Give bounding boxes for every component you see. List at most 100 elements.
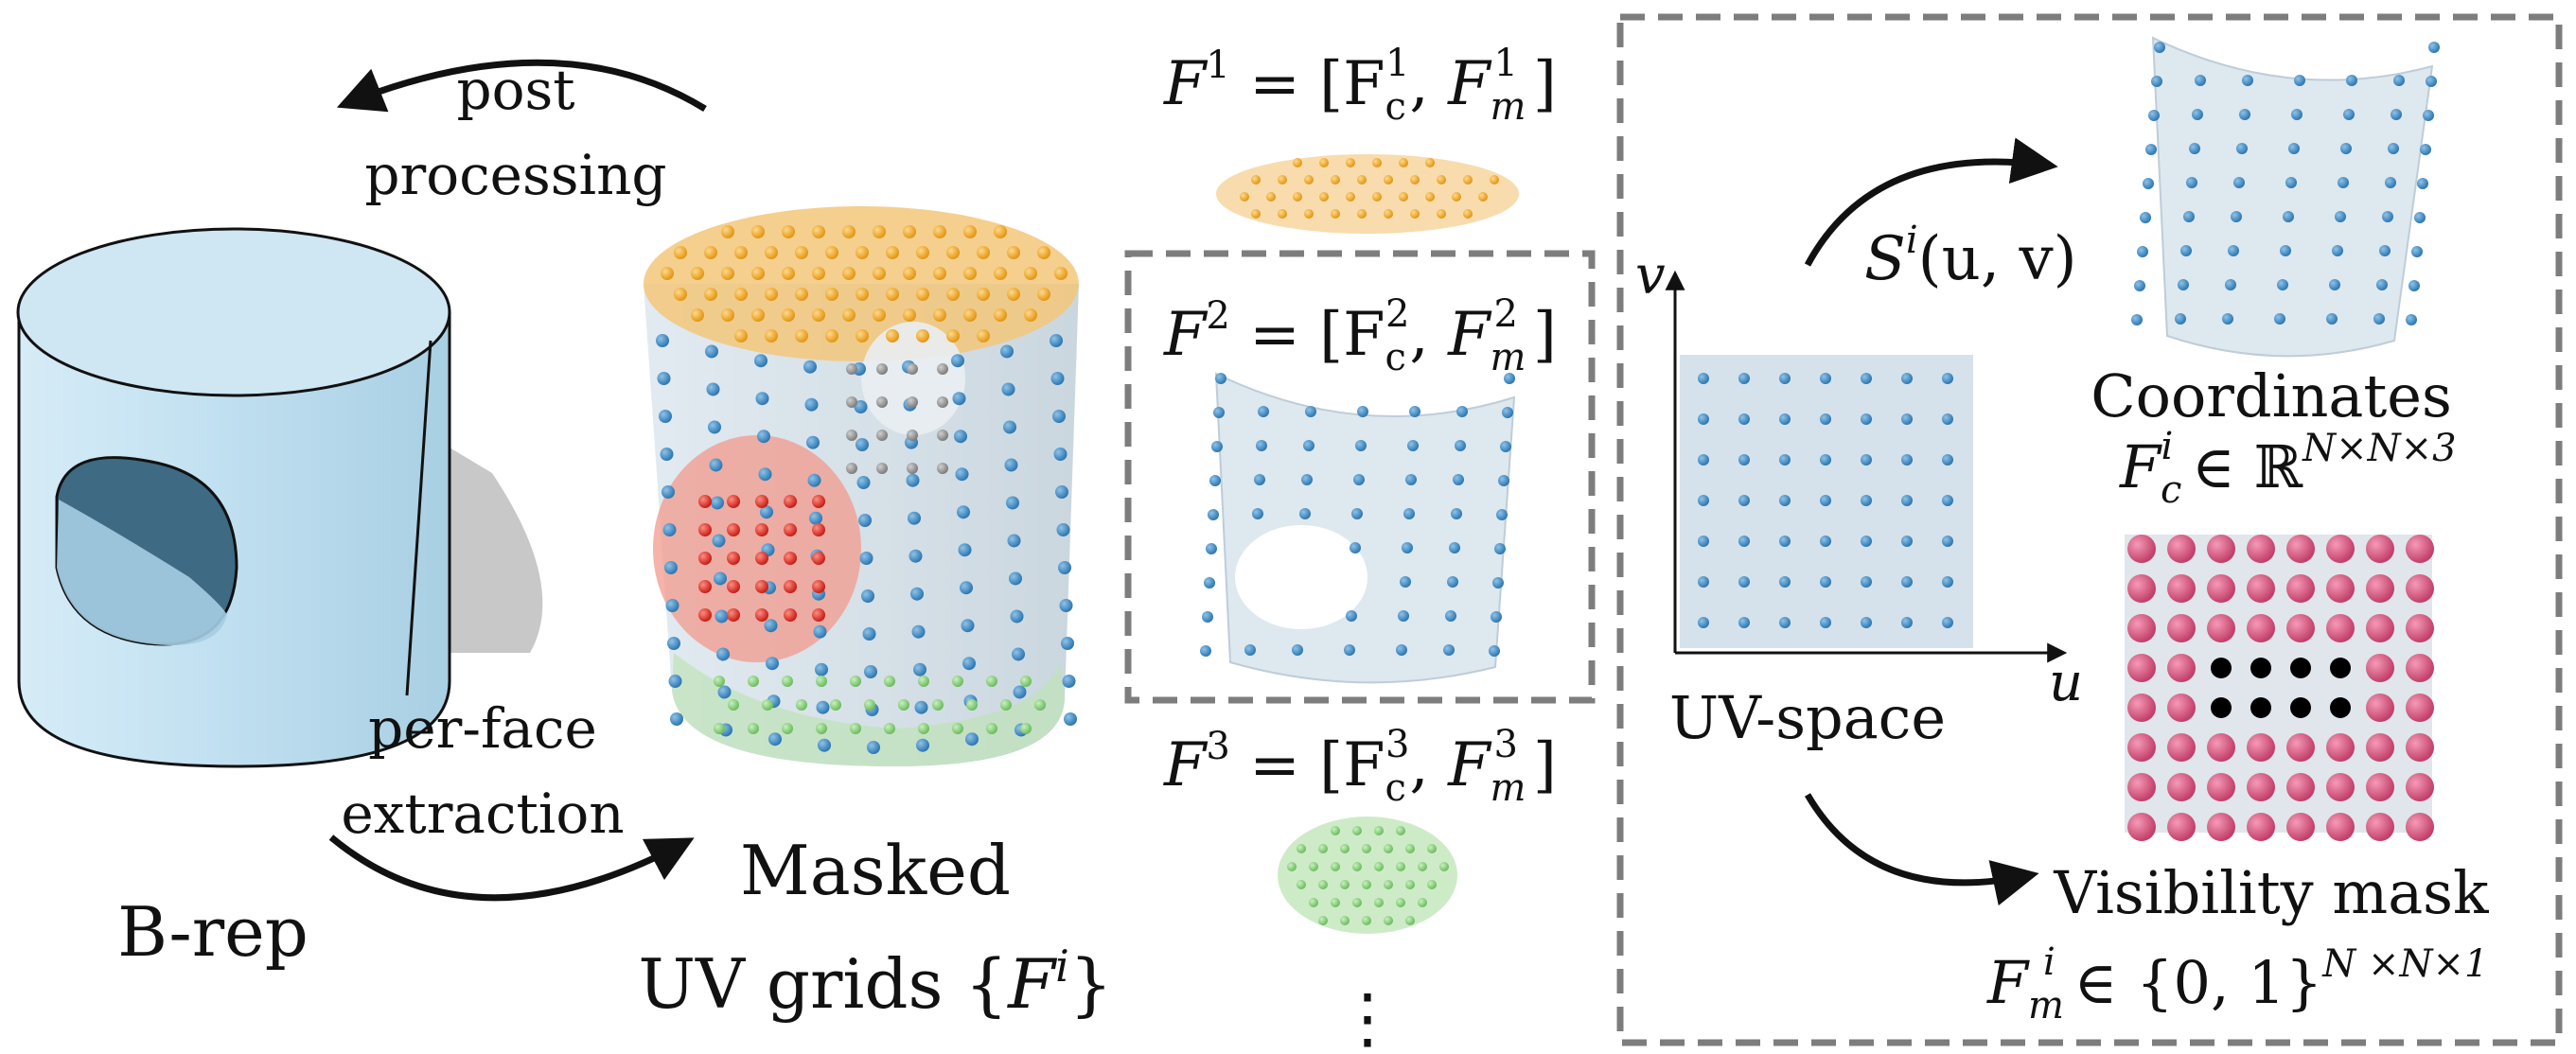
- masked-side-point: [854, 400, 868, 413]
- curved-arrow-right-icon: [328, 834, 695, 902]
- top-disc-point: [1410, 175, 1420, 184]
- masked-side-point: [668, 675, 682, 688]
- masked-top-point: [994, 267, 1007, 280]
- coordinate-point: [2423, 110, 2434, 121]
- masked-side-point: [952, 392, 966, 406]
- bottom-disc-point: [1318, 916, 1328, 925]
- masked-top-point: [674, 288, 687, 301]
- masked-bottom-point: [884, 676, 895, 687]
- masked-bottom-point: [782, 723, 793, 734]
- equation-mask-set: Fmi ∈ {0, 1}N ×N×1: [1986, 940, 2488, 1028]
- uv-grid-point: [1779, 576, 1791, 588]
- coordinate-point: [2414, 212, 2426, 223]
- post-label-line1: post: [456, 58, 574, 122]
- top-disc-point: [1319, 192, 1329, 202]
- coordinate-point: [2183, 211, 2195, 222]
- masked-side-point: [856, 438, 869, 451]
- per-face-label-line2: extraction: [341, 782, 624, 846]
- mask-hidden-point: [2250, 697, 2271, 718]
- masked-interior-point: [846, 396, 857, 408]
- masked-top-point: [977, 246, 990, 259]
- mask-visible-point: [2406, 694, 2434, 722]
- side-surface-point: [1502, 407, 1513, 418]
- uv-grid-point: [1779, 617, 1791, 628]
- masked-bottom-point: [748, 723, 759, 734]
- masked-side-point: [712, 534, 726, 548]
- bottom-disc-point: [1340, 916, 1350, 925]
- uv-grid-point: [1738, 454, 1750, 466]
- side-surface-point: [1491, 611, 1502, 623]
- mask-visible-point: [2326, 535, 2355, 563]
- masked-hole-point: [698, 523, 712, 536]
- uv-grid-point: [1820, 454, 1831, 466]
- masked-side-point: [1006, 496, 1019, 510]
- side-surface-point: [1456, 406, 1468, 417]
- masked-top-point: [704, 288, 717, 301]
- bottom-disc-point: [1427, 844, 1437, 853]
- masked-top-point: [1024, 267, 1037, 280]
- bottom-disc-point: [1287, 862, 1297, 871]
- masked-hole-point: [727, 580, 740, 593]
- face-f3-bottom-disc: [1278, 817, 1457, 934]
- uv-grid-point: [1779, 373, 1791, 384]
- masked-side-point: [957, 505, 970, 519]
- side-surface-point: [1351, 508, 1363, 519]
- top-disc-point: [1384, 209, 1393, 219]
- masked-top-point: [734, 329, 748, 343]
- side-surface-point: [1244, 644, 1256, 656]
- masked-bottom-point: [952, 676, 963, 687]
- masked-top-point: [963, 308, 977, 322]
- masked-top-point: [721, 267, 734, 280]
- coordinate-point: [2134, 280, 2145, 291]
- masked-side-point: [1010, 609, 1024, 624]
- coordinate-point: [2274, 313, 2285, 325]
- side-surface-point: [1206, 543, 1217, 554]
- masked-side-point: [867, 741, 880, 754]
- side-surface-point: [1445, 610, 1456, 622]
- f2-dashed-box: [1124, 250, 1596, 704]
- masked-side-point: [1001, 382, 1015, 396]
- uv-space-plot: [1665, 270, 2068, 663]
- mask-visible-point: [2406, 535, 2434, 563]
- bottom-disc-point: [1362, 916, 1371, 925]
- top-disc-point: [1331, 209, 1340, 219]
- coordinate-point: [2277, 279, 2288, 290]
- coordinate-point: [2329, 279, 2340, 290]
- coordinate-point: [2406, 314, 2417, 325]
- top-disc-point: [1478, 192, 1488, 202]
- coordinate-point: [2393, 75, 2405, 86]
- mask-visible-point: [2167, 694, 2196, 722]
- masked-side-point: [806, 435, 820, 449]
- masked-hole-point: [755, 608, 768, 622]
- uv-grid-point: [1861, 413, 1872, 425]
- mask-visible-point: [2207, 813, 2235, 841]
- masked-bottom-point: [966, 699, 978, 711]
- coordinate-point: [2192, 109, 2203, 120]
- uv-grid-point: [1738, 536, 1750, 547]
- mask-visible-point: [2366, 813, 2394, 841]
- side-surface-point: [1455, 440, 1466, 451]
- bottom-disc-point: [1331, 898, 1340, 907]
- uv-grid-point: [1820, 617, 1831, 628]
- mask-visible-point: [2127, 733, 2156, 762]
- masked-top-point: [734, 246, 748, 259]
- uv-grid-point: [1698, 576, 1709, 588]
- coordinate-point: [2131, 314, 2143, 325]
- masked-top-point: [1007, 246, 1020, 259]
- masked-side-point: [815, 662, 828, 676]
- face-f1-top-disc: [1216, 154, 1519, 234]
- uv-grid-point: [1901, 413, 1913, 425]
- masked-interior-point: [846, 363, 857, 375]
- bottom-disc-point: [1318, 844, 1328, 853]
- mask-visible-point: [2366, 733, 2394, 762]
- bottom-disc-point: [1439, 862, 1449, 871]
- masked-bottom-point: [714, 723, 725, 734]
- mask-visible-point: [2326, 813, 2355, 841]
- masked-side-point: [862, 627, 876, 641]
- top-disc-point: [1357, 175, 1367, 184]
- masked-side-point: [818, 738, 831, 752]
- masked-top-point: [1007, 288, 1020, 301]
- coordinate-point: [2411, 246, 2423, 257]
- side-surface-point: [1396, 644, 1407, 656]
- masked-hole-point: [727, 523, 740, 536]
